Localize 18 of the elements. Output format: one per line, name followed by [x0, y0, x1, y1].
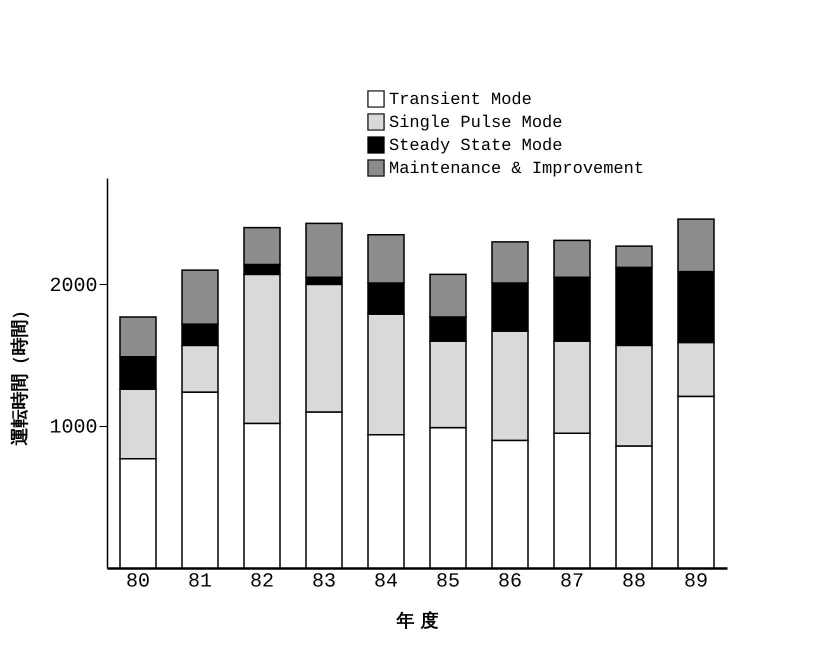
x-tick-label: 86 — [498, 570, 522, 594]
x-tick-label: 83 — [312, 570, 336, 594]
x-tick-label: 88 — [622, 570, 646, 594]
legend-label: Transient Mode — [389, 91, 532, 110]
y-tick-label: 2000 — [49, 274, 98, 298]
legend-label: Single Pulse Mode — [389, 114, 562, 133]
y-tick-label: 1000 — [49, 416, 98, 440]
x-tick-label: 87 — [560, 570, 584, 594]
x-axis-title: 年 度 — [395, 610, 439, 632]
x-tick-label: 82 — [250, 570, 274, 594]
y-axis-title: 運転時間（時間） — [9, 302, 30, 446]
x-tick-label: 85 — [436, 570, 460, 594]
legend-label: Maintenance & Improvement — [389, 160, 644, 179]
legend-label: Steady State Mode — [389, 137, 562, 156]
x-tick-label: 81 — [188, 570, 212, 594]
x-tick-label: 84 — [374, 570, 398, 594]
x-tick-label: 89 — [684, 570, 708, 594]
x-tick-label: 80 — [126, 570, 150, 594]
